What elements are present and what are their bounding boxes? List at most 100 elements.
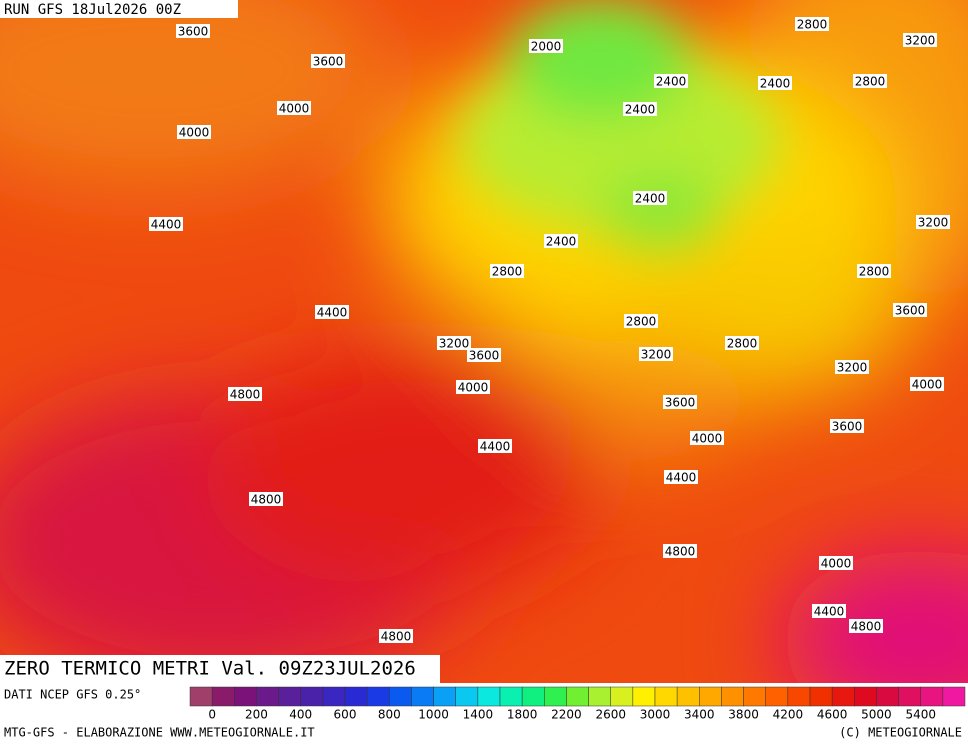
colorbar-tick-label: 3400 <box>684 708 715 722</box>
colorbar-swatch <box>876 686 899 707</box>
contour-label: 3600 <box>469 349 500 363</box>
contour-label-box <box>893 303 927 317</box>
contour-label: 4800 <box>381 630 412 644</box>
contour-label-box <box>835 360 869 374</box>
map-field <box>0 0 968 730</box>
contour-label: 2000 <box>531 40 562 54</box>
source-label: DATI NCEP GFS 0.25° <box>4 688 141 702</box>
contour-label: 2800 <box>855 75 886 89</box>
colorbar-swatch <box>854 686 877 707</box>
contour-label: 3200 <box>439 337 470 351</box>
colorbar-swatch <box>699 686 722 707</box>
contour-label: 3600 <box>665 396 696 410</box>
colorbar-swatch <box>189 686 213 707</box>
colorbar-tick-label: 1800 <box>507 708 538 722</box>
colorbar-swatch <box>898 686 921 707</box>
contour-label-box <box>249 492 283 506</box>
colorbar-swatch <box>477 686 501 707</box>
colorbar-swatch <box>256 686 279 707</box>
colorbar-swatch <box>389 686 412 707</box>
contour-label: 2400 <box>635 192 666 206</box>
contour-label: 2800 <box>797 18 828 32</box>
contour-label-box <box>437 336 471 350</box>
colorbar-swatch <box>632 686 656 707</box>
colorbar-swatch <box>499 686 523 707</box>
contour-label-box <box>624 314 658 328</box>
contour-label-box <box>857 264 891 278</box>
contour-label: 4400 <box>666 471 697 485</box>
contour-label-box <box>654 74 688 88</box>
contour-label: 3600 <box>832 420 863 434</box>
contour-label-box <box>478 439 512 453</box>
contour-label-box <box>849 619 883 633</box>
contour-labels: 3600 3600 2000 2800 3200 4000 4000 2400 2400 2800… <box>149 17 950 644</box>
colorbar-swatch <box>721 686 744 707</box>
contour-label: 4000 <box>458 381 489 395</box>
contour-label: 4800 <box>665 545 696 559</box>
contour-label: 2400 <box>546 235 577 249</box>
contour-label-box <box>690 431 724 445</box>
contour-label: 2400 <box>760 77 791 91</box>
colorbar-tick-label: 1000 <box>418 708 449 722</box>
contour-label-box <box>529 39 563 53</box>
contour-label-box <box>623 102 657 116</box>
colorbar-tick-label: 400 <box>289 708 312 722</box>
contour-label: 3600 <box>178 25 209 39</box>
contour-label-box <box>149 217 183 231</box>
colorbar-tick-label: 4600 <box>817 708 848 722</box>
contour-label-box <box>903 33 937 47</box>
contour-label-box <box>910 377 944 391</box>
contour-label-box <box>663 395 697 409</box>
contour-label-box <box>819 556 853 570</box>
contour-label: 4000 <box>179 126 210 140</box>
colorbar-swatch <box>765 686 789 707</box>
contour-label-box <box>467 348 501 362</box>
contour-label: 2400 <box>656 75 687 89</box>
contour-label: 4000 <box>692 432 723 446</box>
contour-label-box <box>853 74 887 88</box>
contour-label: 4400 <box>317 306 348 320</box>
contour-label: 4800 <box>230 388 261 402</box>
contour-label: 4000 <box>912 378 943 392</box>
colorbar-tick-label: 0 <box>208 708 216 722</box>
contour-label: 2800 <box>859 265 890 279</box>
contour-label: 3200 <box>918 216 949 230</box>
colorbar-tick-label: 200 <box>245 708 268 722</box>
contour-label-box <box>315 305 349 319</box>
title-box <box>0 655 440 683</box>
contour-label-box <box>176 24 210 38</box>
credit-left: MTG-GFS - ELABORAZIONE WWW.METEOGIORNALE… <box>4 726 315 740</box>
contour-label-box <box>758 76 792 90</box>
contour-label-box <box>633 191 667 205</box>
colorbar-swatch <box>676 686 700 707</box>
contour-label: 4000 <box>821 557 852 571</box>
colorbar-swatch <box>344 686 368 707</box>
contour-label-box <box>544 234 578 248</box>
colorbar-swatch <box>366 686 390 707</box>
colorbar-swatch <box>411 686 434 707</box>
contour-label-box <box>725 336 759 350</box>
contour-label-box <box>228 387 262 401</box>
contour-label: 4000 <box>279 102 310 116</box>
colorbar-tick-label: 600 <box>334 708 357 722</box>
colorbar-tick-label: 5000 <box>861 708 892 722</box>
colorbar-swatch <box>455 686 479 707</box>
contour-label: 4400 <box>151 218 182 232</box>
colorbar-swatch <box>211 686 235 707</box>
colorbar-swatch <box>322 686 346 707</box>
contour-label: 4800 <box>251 493 282 507</box>
colorbar-swatch <box>234 686 257 707</box>
colorbar-tick-label: 2600 <box>595 708 626 722</box>
colorbar-swatch <box>544 686 567 707</box>
contour-label-box <box>916 215 950 229</box>
contour-label-box <box>795 17 829 31</box>
colorbar-tick-label: 3800 <box>728 708 759 722</box>
contour-label: 4400 <box>480 440 511 454</box>
colorbar-swatch <box>300 686 324 707</box>
header-box <box>0 0 238 18</box>
colorbar-swatch <box>809 686 833 707</box>
contour-label-box <box>177 125 211 139</box>
contour-label-box <box>812 604 846 618</box>
contour-label: 2800 <box>626 315 657 329</box>
